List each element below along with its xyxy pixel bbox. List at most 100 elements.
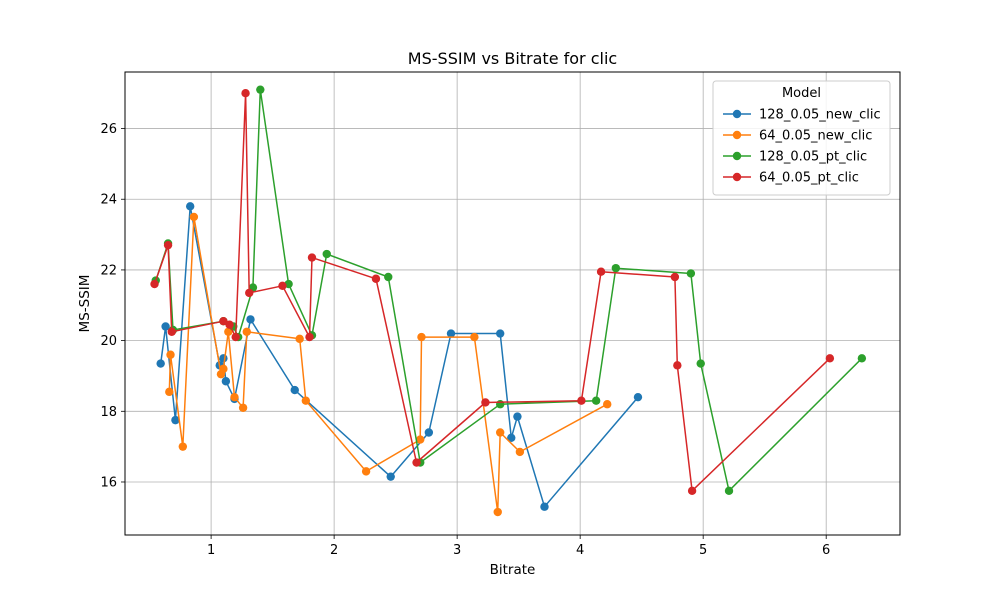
legend-marker [732, 130, 742, 140]
data-point [603, 400, 612, 409]
data-point [224, 327, 233, 336]
data-point [165, 387, 174, 397]
legend-item: 128_0.05_pt_clic [723, 150, 867, 165]
y-tick-label: 20 [100, 334, 117, 349]
data-point [161, 322, 170, 331]
data-point [231, 332, 240, 342]
data-point [424, 428, 434, 437]
data-point [386, 472, 395, 481]
x-tick-label: 3 [453, 543, 461, 558]
series-1 [156, 202, 643, 511]
data-point [238, 403, 248, 412]
data-point [446, 329, 456, 338]
data-point [290, 385, 299, 395]
legend-item: 64_0.05_pt_clic [723, 171, 859, 186]
x-tick-label: 1 [207, 543, 215, 558]
y-tick-label: 24 [100, 193, 117, 208]
data-point [515, 447, 525, 457]
legend-label: 128_0.05_new_clic [759, 108, 881, 123]
data-point [219, 354, 228, 363]
legend-marker [732, 172, 742, 182]
data-point [687, 486, 697, 496]
data-point [163, 240, 173, 250]
data-point [670, 272, 680, 282]
data-point [513, 412, 522, 421]
series-2 [165, 212, 612, 517]
data-point [495, 428, 505, 437]
data-point [185, 202, 195, 211]
x-tick-label: 5 [699, 543, 707, 558]
legend-title: Model [782, 86, 821, 101]
data-point [857, 354, 867, 363]
data-point [225, 320, 234, 329]
data-point [156, 359, 165, 368]
data-point [611, 263, 621, 273]
legend-label: 128_0.05_pt_clic [759, 150, 867, 165]
data-point [307, 253, 317, 262]
x-tick-label: 4 [576, 543, 584, 558]
data-point [417, 332, 426, 342]
chart-title: MS-SSIM vs Bitrate for clic [408, 49, 617, 68]
data-point [295, 334, 304, 344]
data-point [245, 288, 254, 298]
data-point [371, 274, 381, 283]
data-point [178, 442, 188, 451]
series-4 [150, 89, 835, 496]
legend-marker [732, 109, 742, 119]
data-point [256, 85, 265, 94]
data-point [412, 458, 421, 467]
legend-box [712, 80, 891, 196]
y-tick-label: 18 [100, 405, 117, 420]
data-point [507, 433, 516, 443]
x-axis-label: Bitrate [490, 562, 536, 578]
data-point [301, 396, 311, 405]
data-point [577, 396, 586, 405]
data-point [696, 359, 705, 368]
legend-item: 64_0.05_new_clic [723, 129, 872, 144]
data-point [167, 327, 176, 336]
data-point [673, 361, 682, 370]
data-point [361, 467, 371, 476]
y-axis-label: MS-SSIM [77, 275, 93, 333]
data-point [596, 267, 606, 276]
data-point [591, 396, 601, 405]
data-point [686, 269, 696, 278]
data-point [416, 435, 425, 444]
data-point [724, 486, 734, 496]
data-point [219, 316, 228, 326]
y-tick-label: 22 [100, 263, 117, 278]
data-point [150, 279, 159, 289]
data-point [242, 327, 251, 336]
legend-label: 64_0.05_new_clic [759, 129, 872, 144]
y-tick-label: 26 [100, 122, 117, 137]
data-point [470, 332, 479, 342]
data-point [322, 249, 331, 259]
data-point [189, 212, 199, 222]
data-point [493, 507, 502, 517]
data-point [246, 315, 255, 324]
x-tick-label: 6 [822, 543, 830, 558]
series-layer [150, 85, 867, 517]
data-point [241, 89, 250, 98]
data-point [495, 329, 505, 338]
data-point [221, 377, 231, 386]
y-tick-label: 16 [100, 475, 117, 490]
legend-marker [732, 151, 742, 161]
data-point [166, 350, 175, 359]
axis-ticks: 1 2 3 4 5 6 16 18 20 22 24 26 [100, 122, 830, 558]
data-point [230, 392, 239, 402]
x-tick-label: 2 [330, 543, 338, 558]
legend-label: 64_0.05_pt_clic [759, 171, 859, 186]
data-point [278, 281, 287, 291]
data-point [825, 354, 835, 363]
data-point [384, 272, 393, 282]
data-point [171, 415, 180, 425]
legend-item: 128_0.05_new_clic [723, 108, 881, 123]
data-point [305, 332, 314, 342]
data-point [495, 400, 505, 409]
data-point [219, 364, 228, 374]
series-line [168, 216, 608, 513]
data-point [633, 392, 643, 402]
data-point [540, 502, 549, 511]
